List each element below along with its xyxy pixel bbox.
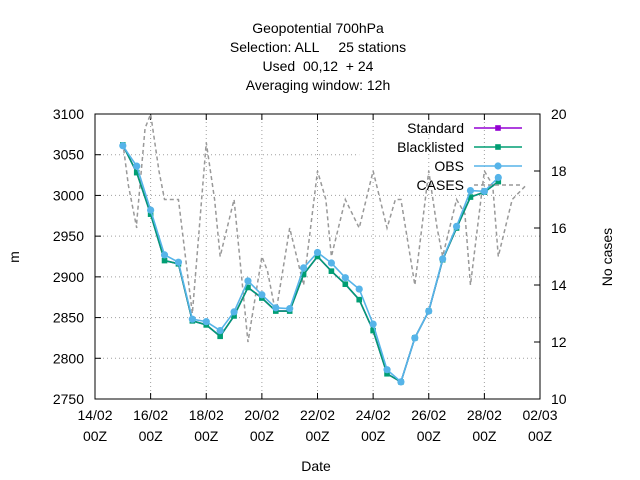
data-point-blacklisted	[245, 284, 251, 291]
data-point-obs	[188, 315, 196, 323]
legend-label: Standard	[407, 120, 464, 136]
x-tick-label: 00Z	[472, 428, 497, 444]
x-tick-label: 00Z	[139, 428, 164, 444]
title-line-2: Selection: ALL 25 stations	[230, 39, 406, 55]
y2-tick-label: 18	[551, 163, 567, 179]
data-point-blacklisted	[314, 253, 321, 260]
x-tick-label: 00Z	[83, 428, 108, 444]
data-point-obs	[230, 308, 238, 316]
x-tick-label: 24/02	[356, 407, 391, 423]
title-line-4: Averaging window: 12h	[246, 77, 391, 93]
data-point-blacklisted	[161, 257, 168, 264]
x-tick-label: 00Z	[305, 428, 330, 444]
data-point-obs	[272, 304, 280, 312]
data-point-obs	[341, 274, 349, 282]
y2-tick-label: 16	[551, 220, 567, 236]
series-line-obs	[122, 145, 499, 384]
legend-label: Blacklisted	[397, 139, 464, 155]
legend: Standard Blacklisted OBS CASES	[397, 120, 522, 193]
data-point-blacklisted	[133, 169, 140, 176]
x-tick-label: 22/02	[300, 407, 335, 423]
x-tick-label: 16/02	[133, 407, 168, 423]
y2-tick-label: 20	[551, 106, 567, 122]
data-point-obs	[258, 291, 266, 299]
data-point-obs	[299, 264, 308, 272]
series-line-cases	[122, 111, 527, 343]
y-axis-label: m	[6, 251, 22, 263]
y2-tick-label: 14	[551, 277, 567, 293]
title-line-3: Used 00,12 + 24	[263, 58, 374, 74]
data-point-blacklisted	[328, 268, 335, 274]
data-point-blacklisted	[467, 194, 474, 200]
data-point-obs	[411, 334, 419, 342]
data-point-blacklisted	[342, 281, 349, 287]
y2-tick-label: 12	[551, 334, 567, 350]
x-tick-label: 00Z	[250, 428, 275, 444]
x-tick-label: 14/02	[77, 407, 112, 423]
y-tick-label: 3100	[53, 106, 84, 122]
data-point-obs	[286, 305, 294, 313]
data-point-blacklisted	[495, 178, 502, 185]
x-tick-label: 02/03	[522, 407, 557, 423]
y-tick-label: 2850	[53, 310, 84, 326]
y-tick-label: 2950	[53, 228, 84, 244]
x-tick-label: 26/02	[411, 407, 446, 423]
x-tick-label: 18/02	[189, 407, 224, 423]
data-point-obs	[216, 327, 224, 335]
data-point-obs	[313, 248, 322, 257]
y-tick-label: 3050	[53, 147, 84, 163]
data-point-blacklisted	[147, 211, 154, 217]
y2-tick-label: 10	[551, 391, 567, 407]
data-point-blacklisted	[356, 296, 363, 303]
data-point-obs	[174, 258, 183, 266]
x-tick-label: 00Z	[361, 428, 386, 444]
x-tick-label: 00Z	[417, 428, 442, 444]
title-line-1: Geopotential 700hPa	[252, 20, 384, 36]
x-tick-label: 28/02	[467, 407, 502, 423]
data-point-obs	[133, 162, 141, 170]
data-point-obs	[119, 142, 127, 150]
x-tick-label: 20/02	[244, 407, 279, 423]
legend-label: CASES	[417, 177, 464, 193]
data-point-blacklisted	[217, 333, 223, 340]
data-point-blacklisted	[384, 370, 390, 377]
legend-marker	[494, 162, 502, 170]
x-tick-label: 00Z	[528, 428, 553, 444]
data-point-obs	[383, 366, 391, 374]
series	[119, 111, 527, 386]
axis-ticks: 14/02 00Z 16/02 00Z 18/02 00Z 20/02 00Z 22/02 00Z…	[53, 106, 567, 444]
data-point-obs	[480, 187, 488, 195]
data-point-blacklisted	[231, 313, 237, 319]
y-tick-label: 2900	[53, 269, 84, 285]
legend-label: OBS	[434, 158, 464, 174]
data-point-blacklisted	[370, 327, 376, 334]
data-point-obs	[369, 320, 377, 328]
data-point-obs	[147, 206, 155, 214]
data-point-obs	[327, 259, 336, 267]
y-tick-label: 3000	[53, 187, 84, 203]
data-point-obs	[355, 285, 363, 293]
grid	[95, 114, 540, 399]
data-point-obs	[425, 307, 433, 315]
data-point-obs	[494, 173, 502, 182]
data-point-obs	[466, 186, 475, 195]
data-point-obs	[397, 378, 405, 386]
x-tick-label: 00Z	[194, 428, 219, 444]
x-axis-label: Date	[301, 458, 331, 474]
data-point-obs	[160, 251, 169, 259]
legend-marker	[495, 125, 501, 131]
y-tick-label: 2750	[53, 391, 84, 407]
data-point-blacklisted	[300, 271, 307, 278]
legend-marker	[495, 144, 501, 150]
data-point-obs	[452, 222, 461, 230]
y2-axis-label: No cases	[599, 228, 615, 286]
chart-title: Geopotential 700hPa Selection: ALL 25 st…	[230, 20, 406, 93]
data-point-obs	[244, 277, 252, 285]
data-point-obs	[439, 255, 447, 263]
y-tick-label: 2800	[53, 350, 84, 366]
data-point-obs	[202, 318, 210, 326]
